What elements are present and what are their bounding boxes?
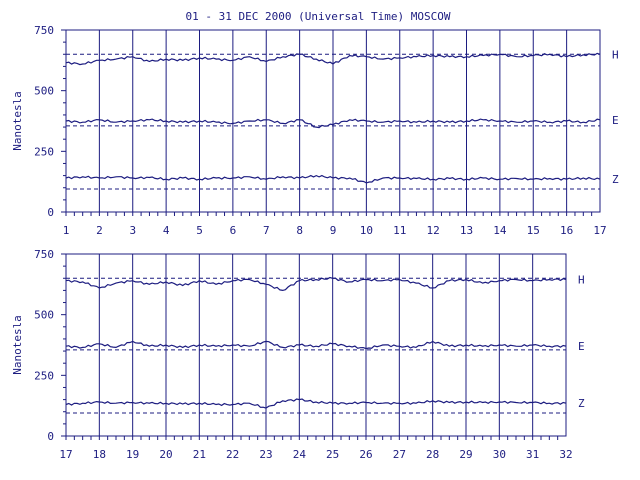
series-label-e: E bbox=[612, 114, 619, 127]
series-line-e bbox=[65, 118, 601, 129]
x-tick-label: 27 bbox=[393, 448, 406, 461]
x-tick-label: 6 bbox=[230, 224, 237, 237]
x-tick-label: 24 bbox=[293, 448, 307, 461]
x-tick-label: 17 bbox=[593, 224, 606, 237]
chart-title: 01 - 31 DEC 2000 (Universal Time) MOSCOW bbox=[186, 10, 451, 23]
x-tick-label: 10 bbox=[360, 224, 373, 237]
x-tick-label: 8 bbox=[296, 224, 303, 237]
panel-days-1-17: 1 2 3 4 5 6 7 8 9 10 11 12 13 14 15 16 170250500750Nanot… bbox=[11, 24, 619, 237]
y-tick-label: 0 bbox=[47, 430, 54, 443]
x-tick-label: 19 bbox=[126, 448, 139, 461]
x-tick-label: 5 bbox=[196, 224, 203, 237]
series-line-h bbox=[65, 276, 567, 292]
x-tick-label: 2 bbox=[96, 224, 103, 237]
x-tick-label: 3 bbox=[129, 224, 136, 237]
y-tick-label: 0 bbox=[47, 206, 54, 219]
y-tick-label: 500 bbox=[34, 309, 54, 322]
series-label-z: Z bbox=[612, 173, 619, 186]
series-line-z bbox=[65, 174, 601, 184]
x-tick-label: 29 bbox=[459, 448, 472, 461]
x-tick-label: 32 bbox=[559, 448, 572, 461]
series-line-e bbox=[65, 340, 567, 350]
x-tick-label: 20 bbox=[159, 448, 172, 461]
x-tick-label: 1 bbox=[63, 224, 70, 237]
x-tick-label: 26 bbox=[359, 448, 372, 461]
x-tick-label: 28 bbox=[426, 448, 439, 461]
x-tick-label: 17 bbox=[59, 448, 72, 461]
series-line-z bbox=[65, 398, 567, 409]
x-tick-label: 21 bbox=[193, 448, 206, 461]
y-tick-label: 250 bbox=[34, 369, 54, 382]
x-tick-label: 13 bbox=[460, 224, 473, 237]
x-tick-label: 16 bbox=[560, 224, 573, 237]
x-tick-label: 4 bbox=[163, 224, 170, 237]
x-tick-label: 7 bbox=[263, 224, 270, 237]
x-tick-label: 22 bbox=[226, 448, 239, 461]
x-tick-label: 15 bbox=[527, 224, 540, 237]
x-tick-label: 25 bbox=[326, 448, 339, 461]
x-tick-label: 11 bbox=[393, 224, 406, 237]
y-tick-label: 750 bbox=[34, 24, 54, 37]
series-label-h: H bbox=[578, 273, 585, 286]
x-tick-label: 23 bbox=[259, 448, 272, 461]
series-line-h bbox=[65, 52, 601, 66]
y-axis-label: Nanotesla bbox=[11, 315, 24, 375]
x-tick-label: 18 bbox=[93, 448, 106, 461]
series-label-e: E bbox=[578, 340, 585, 353]
series-label-z: Z bbox=[578, 397, 585, 410]
x-tick-label: 14 bbox=[493, 224, 507, 237]
y-tick-label: 500 bbox=[34, 85, 54, 98]
y-tick-label: 750 bbox=[34, 248, 54, 261]
x-tick-label: 30 bbox=[493, 448, 506, 461]
series-label-h: H bbox=[612, 48, 619, 61]
x-tick-label: 9 bbox=[330, 224, 337, 237]
x-tick-label: 31 bbox=[526, 448, 539, 461]
x-tick-label: 12 bbox=[427, 224, 440, 237]
panel-days-17-32: 17 18 19 20 21 22 23 24 25 26 27 28 29 30 31 32 0 250 500 7… bbox=[11, 248, 585, 461]
y-axis-label: Nanotesla bbox=[11, 91, 24, 151]
y-tick-label: 250 bbox=[34, 145, 54, 158]
